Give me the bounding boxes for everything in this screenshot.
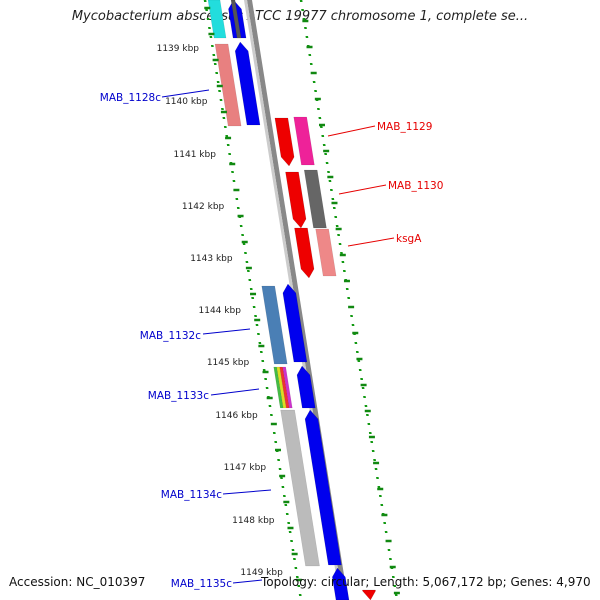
gene-label-mab_1132c[interactable]: MAB_1132c <box>140 330 201 342</box>
gene-box-ksga[interactable] <box>315 228 337 277</box>
gene-box-top[interactable] <box>207 0 227 39</box>
cds-arrow-mab1134c[interactable] <box>304 409 342 566</box>
gc-skew-ring-right <box>299 0 399 600</box>
kbp-tick-label: 1147 kbp <box>224 463 267 473</box>
cds-arrow-mab1128c[interactable] <box>234 41 261 126</box>
cds-arrow-mab1130[interactable] <box>285 171 307 229</box>
gene-label-leader <box>232 579 263 584</box>
gene-box-mab1132c[interactable] <box>261 285 288 365</box>
cds-arrow-mab1135c[interactable] <box>332 567 350 600</box>
kbp-tick-label: 1139 kbp <box>157 44 200 54</box>
gene-label-mab_1129[interactable]: MAB_1129 <box>377 121 432 133</box>
gene-box-mab1133c-d[interactable] <box>282 366 293 409</box>
cds-arrow-mab1132c[interactable] <box>282 283 308 363</box>
gene-label-leader <box>347 237 395 247</box>
cds-arrow-bottom[interactable] <box>362 589 376 600</box>
cds-arrow-ksga[interactable] <box>294 227 315 279</box>
cds-arrow-mab1133c[interactable] <box>296 365 316 409</box>
gene-label-mab_1128c[interactable]: MAB_1128c <box>100 92 161 104</box>
gene-label-leader <box>222 489 272 495</box>
kbp-tick-label: 1149 kbp <box>240 568 283 578</box>
gene-box-mab1129[interactable] <box>293 116 315 166</box>
gene-box-mab1128c[interactable] <box>214 43 242 127</box>
gene-label-mab_1134c[interactable]: MAB_1134c <box>161 489 222 501</box>
gene-label-mab_1130[interactable]: MAB_1130 <box>388 180 443 192</box>
gene-label-mab_1135c[interactable]: MAB_1135c <box>171 578 232 590</box>
kbp-tick-label: 1146 kbp <box>215 411 258 421</box>
gene-label-leader <box>327 125 376 137</box>
gene-label-mab_1133c[interactable]: MAB_1133c <box>148 390 209 402</box>
gene-label-leader <box>202 328 251 335</box>
kbp-tick-label: 1140 kbp <box>165 97 208 107</box>
kbp-tick-label: 1145 kbp <box>207 358 250 368</box>
kbp-tick-label: 1141 kbp <box>174 150 217 160</box>
kbp-tick-label: 1148 kbp <box>232 516 275 526</box>
gene-label-leader <box>210 388 260 396</box>
accession-text: Accession: NC_010397 <box>9 575 146 589</box>
genome-summary-text: Topology: circular; Length: 5,067,172 bp… <box>261 575 591 589</box>
kbp-tick-label: 1143 kbp <box>190 254 233 264</box>
gene-box-mab1134c[interactable] <box>280 409 320 567</box>
gene-label-leader <box>161 89 210 98</box>
gene-box-top-dark[interactable] <box>230 0 242 39</box>
map-title: Mycobacterium abscessus ATCC 19977 chrom… <box>71 9 529 24</box>
kbp-tick-label: 1144 kbp <box>199 306 242 316</box>
cds-arrow-mab1129[interactable] <box>274 117 295 167</box>
gene-box-mab1130[interactable] <box>303 169 327 229</box>
gene-label-ksga[interactable]: ksgA <box>396 233 422 245</box>
kbp-tick-label: 1142 kbp <box>182 202 225 212</box>
gene-label-leader <box>338 184 387 195</box>
gc-skew-ring-left <box>203 0 303 600</box>
